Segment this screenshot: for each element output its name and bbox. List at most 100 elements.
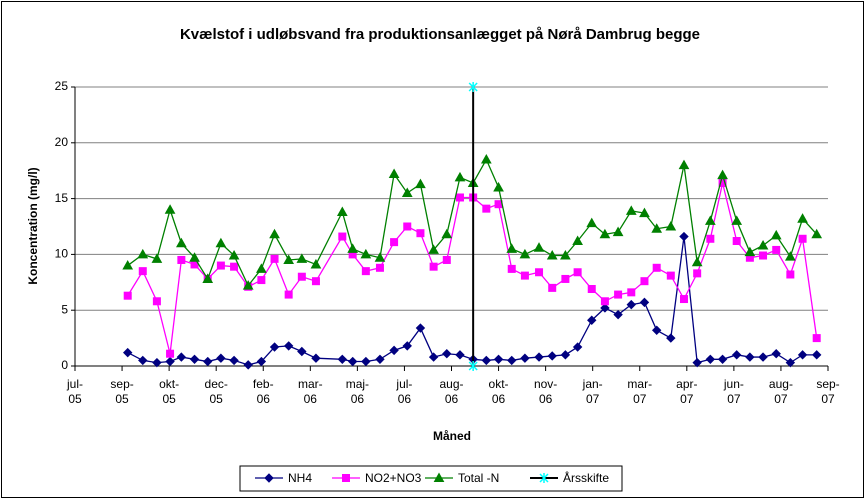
- marker: [216, 261, 225, 270]
- marker: [468, 82, 478, 92]
- marker: [572, 235, 583, 246]
- marker: [123, 291, 132, 300]
- marker: [123, 347, 133, 358]
- y-tick-label: 20: [55, 135, 69, 149]
- marker: [270, 254, 279, 263]
- marker: [651, 223, 663, 233]
- marker: [428, 352, 439, 362]
- marker: [614, 290, 623, 299]
- marker: [189, 252, 200, 262]
- marker: [390, 238, 399, 247]
- marker: [786, 270, 795, 279]
- marker: [176, 352, 187, 362]
- marker: [203, 356, 213, 367]
- marker: [520, 353, 530, 363]
- marker: [264, 473, 274, 483]
- marker: [770, 229, 782, 240]
- marker: [297, 272, 306, 281]
- marker: [493, 354, 504, 365]
- marker: [678, 159, 690, 170]
- marker: [401, 187, 413, 198]
- marker: [283, 341, 294, 351]
- marker: [152, 357, 162, 368]
- marker: [798, 234, 807, 243]
- marker: [587, 315, 597, 325]
- marker: [666, 271, 675, 280]
- marker: [402, 341, 412, 351]
- marker: [256, 263, 267, 273]
- marker: [375, 354, 385, 365]
- marker: [759, 251, 768, 260]
- marker: [797, 350, 808, 360]
- marker: [652, 263, 661, 272]
- marker: [546, 249, 558, 260]
- marker: [731, 350, 742, 360]
- x-tick-label: apr-07: [676, 377, 697, 406]
- chart-title: Kvælstof i udløbsvand fra produktionsanl…: [180, 26, 700, 43]
- marker: [415, 323, 426, 333]
- marker: [389, 345, 399, 356]
- marker: [138, 267, 147, 276]
- marker: [731, 215, 743, 225]
- marker: [283, 254, 295, 264]
- marker: [347, 356, 358, 367]
- marker: [560, 350, 571, 360]
- x-tick-label: feb-06: [253, 377, 274, 406]
- marker: [706, 234, 715, 243]
- x-tick-label: jul-05: [66, 377, 83, 406]
- marker: [587, 284, 596, 293]
- marker: [257, 276, 266, 285]
- series: [123, 231, 822, 370]
- marker: [812, 334, 821, 343]
- marker: [481, 355, 492, 366]
- y-tick-label: 15: [55, 191, 69, 205]
- marker: [573, 268, 582, 277]
- marker: [442, 349, 452, 359]
- marker: [705, 354, 716, 365]
- x-tick-label: jul-06: [395, 377, 412, 406]
- marker: [374, 252, 386, 262]
- marker: [534, 352, 544, 362]
- marker: [586, 217, 598, 228]
- marker: [561, 274, 570, 283]
- marker: [772, 245, 781, 254]
- marker: [482, 204, 491, 213]
- marker: [347, 243, 359, 253]
- marker: [152, 297, 161, 306]
- marker: [692, 357, 702, 368]
- marker: [336, 206, 348, 216]
- marker: [242, 280, 254, 290]
- marker: [507, 355, 517, 366]
- marker: [717, 354, 728, 365]
- marker: [296, 253, 308, 263]
- marker: [665, 220, 677, 231]
- marker: [429, 262, 438, 271]
- marker: [771, 349, 781, 359]
- marker: [229, 355, 239, 366]
- marker: [433, 472, 445, 482]
- y-axis-title: Koncentration (mg/l): [26, 167, 40, 284]
- series-line: [127, 158, 818, 287]
- legend-label: NO2+NO3: [365, 471, 422, 485]
- legend-label: Total -N: [458, 471, 499, 485]
- marker: [311, 353, 321, 363]
- marker: [360, 248, 372, 259]
- marker: [627, 288, 636, 297]
- marker: [243, 360, 253, 370]
- marker: [137, 248, 149, 259]
- series-line: [127, 236, 817, 366]
- x-tick-label: sep-05: [110, 377, 133, 406]
- marker: [454, 171, 466, 182]
- x-tick-label: nov-06: [534, 377, 557, 406]
- marker: [732, 237, 741, 246]
- x-tick-label: okt-06: [489, 377, 509, 406]
- marker: [533, 242, 545, 252]
- x-tick-label: aug-07: [769, 377, 793, 406]
- marker: [189, 354, 200, 365]
- marker: [600, 297, 609, 306]
- marker: [704, 215, 716, 225]
- x-axis-title: Måned: [433, 429, 471, 443]
- marker: [572, 342, 583, 352]
- x-tick-label: okt-05: [159, 377, 179, 406]
